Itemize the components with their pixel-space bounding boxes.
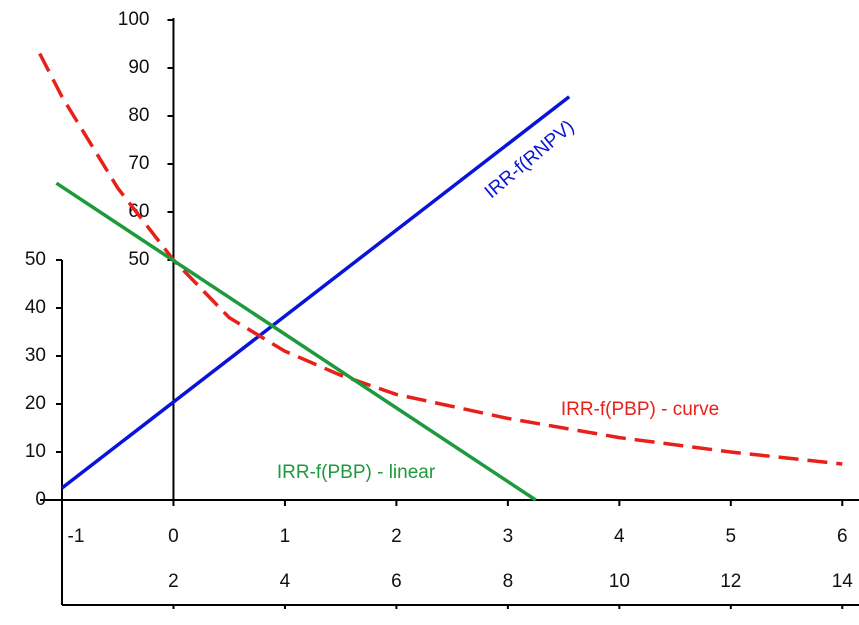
x-tick-label: 5 — [726, 526, 737, 547]
x2-tick-label: 2 — [168, 571, 179, 592]
y2-tick-label: 80 — [128, 105, 149, 126]
x2-tick-label: 6 — [391, 571, 402, 592]
y2-tick-label: 70 — [128, 153, 149, 174]
x-tick-label: 6 — [837, 526, 848, 547]
series-line — [60, 95, 571, 490]
x2-tick-label: 4 — [280, 571, 291, 592]
x-tick-label: 2 — [391, 526, 402, 547]
y-tick-label: 0 — [35, 489, 46, 510]
y2-tick-label: 50 — [128, 249, 149, 270]
series-line — [38, 52, 843, 466]
x-tick-label: 4 — [614, 526, 625, 547]
series-label: IRR-f(PBP) - curve — [561, 399, 719, 420]
x2-tick-label: 12 — [720, 571, 741, 592]
x-tick-label: 1 — [280, 526, 291, 547]
y-tick-label: 50 — [25, 249, 46, 270]
x-tick-label: -1 — [68, 526, 85, 547]
x2-tick-label: 14 — [832, 571, 854, 592]
x-tick-label: 0 — [168, 526, 179, 547]
x-tick-label: 3 — [503, 526, 514, 547]
y2-tick-label: 90 — [128, 57, 149, 78]
x2-tick-label: 10 — [609, 571, 630, 592]
y-tick-label: 30 — [25, 345, 46, 366]
y-tick-label: 20 — [25, 393, 46, 414]
y-tick-label: 40 — [25, 297, 46, 318]
x2-tick-label: 8 — [503, 571, 514, 592]
y2-tick-label: 100 — [118, 9, 150, 30]
series-label: IRR-f(PBP) - linear — [277, 462, 436, 483]
y-tick-label: 10 — [25, 441, 46, 462]
series-line — [55, 181, 537, 502]
